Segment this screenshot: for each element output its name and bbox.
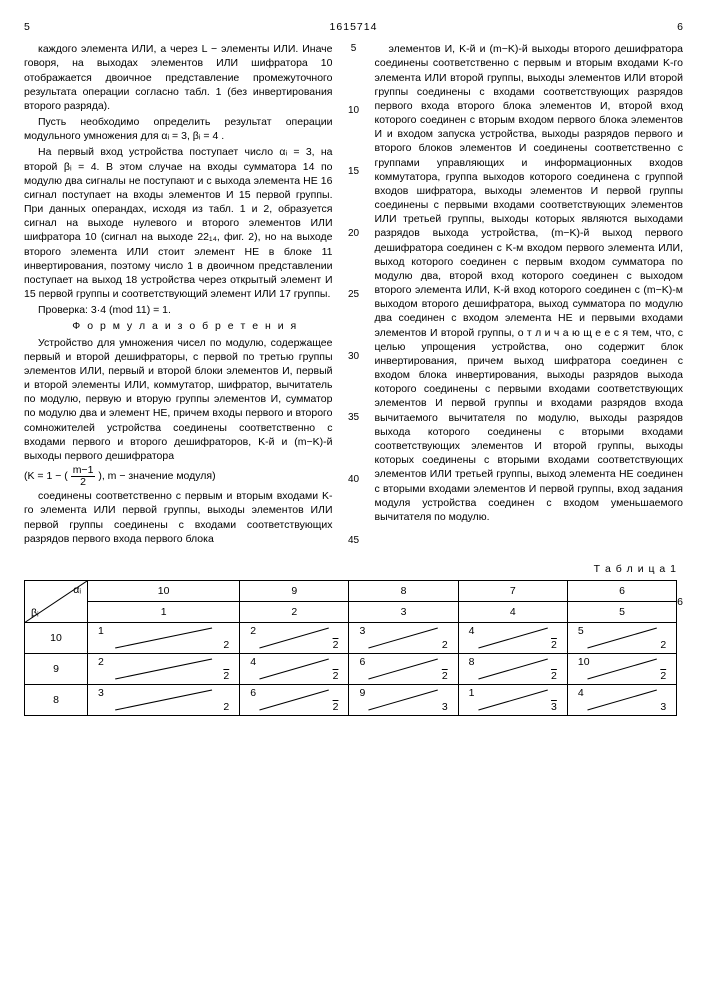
para: На первый вход устройства поступает числ…	[24, 145, 333, 301]
formula-heading: Ф о р м у л а и з о б р е т е н и я	[24, 319, 333, 333]
table-subheader-row: 1 2 3 4 5	[25, 602, 684, 623]
linenum: 40	[347, 473, 361, 487]
linenum: 15	[347, 165, 361, 179]
data-cell: 62	[240, 685, 349, 716]
page-num-left: 5	[24, 20, 44, 34]
line-numbers: 5 10 15 20 25 30 35 40 45	[347, 42, 361, 548]
col-sub: 3	[349, 602, 458, 623]
data-cell: 93	[349, 685, 458, 716]
table-body: 10122232425292242628210283262931343	[25, 623, 684, 716]
formula-prefix: (K = 1 − (	[24, 470, 71, 482]
linenum: 25	[347, 288, 361, 302]
page-header: 5 1615714 6	[24, 20, 683, 34]
beta-label: βᵢ	[31, 606, 39, 620]
table-row: 83262931343	[25, 685, 684, 716]
left-column: каждого элемента ИЛИ, а через L − элемен…	[24, 42, 333, 548]
row-head: 10	[25, 623, 88, 654]
para: Проверка: 3·4 (mod 11) = 1.	[24, 303, 333, 317]
col-sub: 2	[240, 602, 349, 623]
right-column: элементов И, K-й и (m−K)-й выходы второг…	[375, 42, 684, 548]
para: элементов И, K-й и (m−K)-й выходы второг…	[375, 42, 684, 524]
linenum: 45	[347, 534, 361, 548]
para: Пусть необходимо определить результат оп…	[24, 115, 333, 143]
data-cell: 43	[567, 685, 676, 716]
col-sub: 5	[567, 602, 676, 623]
frac-den: 2	[71, 477, 96, 488]
data-cell: 52	[567, 623, 676, 654]
data-cell: 32	[88, 685, 240, 716]
col-sub: 4	[458, 602, 567, 623]
table-label: Т а б л и ц а 1	[24, 562, 677, 576]
formula-suffix: ), m − значение модуля)	[98, 470, 215, 482]
row-head: 9	[25, 654, 88, 685]
spacer: 6	[677, 581, 683, 623]
para: соединены соответственно с первым и втор…	[24, 489, 333, 546]
data-cell: 42	[240, 654, 349, 685]
col-sub: 1	[88, 602, 240, 623]
linenum: 20	[347, 227, 361, 241]
table-row: 922426282102	[25, 654, 684, 685]
data-cell: 32	[349, 623, 458, 654]
data-cell: 42	[458, 623, 567, 654]
col-head: 6	[567, 581, 676, 602]
table-row: 101222324252	[25, 623, 684, 654]
data-cell: 62	[349, 654, 458, 685]
data-cell: 102	[567, 654, 676, 685]
data-cell: 12	[88, 623, 240, 654]
formula-line: (K = 1 − ( m−1 2 ), m − значение модуля)	[24, 465, 333, 487]
linenum: 5	[347, 42, 361, 56]
page-num-right: 6	[663, 20, 683, 34]
text-columns: каждого элемента ИЛИ, а через L − элемен…	[24, 42, 683, 548]
col-head: 10	[88, 581, 240, 602]
para: каждого элемента ИЛИ, а через L − элемен…	[24, 42, 333, 113]
frac-num: m−1	[71, 465, 96, 477]
data-cell: 22	[240, 623, 349, 654]
data-cell: 13	[458, 685, 567, 716]
col-head: 8	[349, 581, 458, 602]
data-table: αᵢ βᵢ 10 9 8 7 6 6 1 2 3 4 5 10122232425…	[24, 580, 683, 716]
linenum: 35	[347, 411, 361, 425]
alpha-label: αᵢ	[73, 583, 81, 597]
data-cell: 22	[88, 654, 240, 685]
doc-number: 1615714	[44, 20, 663, 34]
col-head: 9	[240, 581, 349, 602]
data-cell: 82	[458, 654, 567, 685]
fraction: m−1 2	[71, 465, 96, 487]
col-head: 7	[458, 581, 567, 602]
corner-cell: αᵢ βᵢ	[25, 581, 88, 623]
row-head: 8	[25, 685, 88, 716]
table-header-row: αᵢ βᵢ 10 9 8 7 6 6	[25, 581, 684, 602]
linenum: 10	[347, 104, 361, 118]
linenum: 30	[347, 350, 361, 364]
para: Устройство для умножения чисел по модулю…	[24, 336, 333, 464]
